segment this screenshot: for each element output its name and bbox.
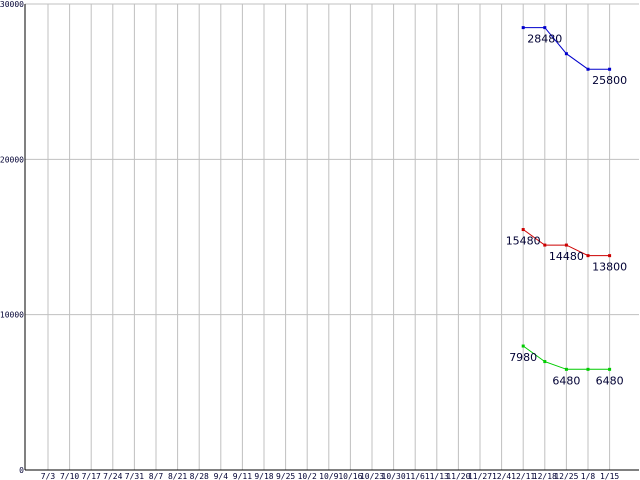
data-label: 14480	[549, 250, 584, 263]
axes	[24, 4, 639, 471]
x-tick-label: 12/25	[554, 472, 578, 480]
x-tick-label: 7/3	[41, 472, 56, 480]
x-tick-label: 7/17	[82, 472, 101, 480]
x-tick-label: 7/10	[60, 472, 79, 480]
y-axis-ticks: 0 10000 20000 30000	[0, 0, 24, 475]
x-tick-label: 10/16	[338, 472, 362, 480]
x-tick-label: 8/28	[190, 472, 209, 480]
series-group	[521, 26, 612, 371]
x-tick-label: 7/31	[125, 472, 144, 480]
data-label: 6480	[596, 374, 624, 387]
data-point	[586, 254, 590, 258]
y-tick-label: 10000	[0, 311, 24, 320]
x-tick-label: 11/20	[446, 472, 470, 480]
x-tick-label: 7/24	[103, 472, 122, 480]
x-tick-label: 10/30	[382, 472, 406, 480]
data-point	[608, 67, 612, 71]
data-label: 28480	[527, 33, 562, 46]
y-tick-label: 20000	[0, 155, 24, 164]
data-point	[543, 243, 547, 247]
x-tick-label: 8/7	[149, 472, 164, 480]
x-tick-label: 11/27	[468, 472, 492, 480]
x-tick-label: 9/4	[214, 472, 229, 480]
data-point	[586, 67, 590, 71]
y-tick-label: 30000	[0, 0, 24, 9]
data-point	[543, 26, 547, 30]
x-tick-label: 12/11	[511, 472, 535, 480]
data-point	[543, 360, 547, 364]
data-label: 25800	[592, 74, 627, 87]
x-tick-label: 9/25	[276, 472, 295, 480]
data-point	[521, 26, 525, 30]
x-tick-label: 12/4	[492, 472, 511, 480]
x-tick-label: 8/21	[168, 472, 187, 480]
x-tick-label: 10/9	[319, 472, 338, 480]
data-point	[521, 228, 525, 232]
grid-lines	[25, 3, 639, 470]
x-tick-label: 12/18	[533, 472, 557, 480]
data-label: 13800	[592, 261, 627, 274]
data-point	[608, 254, 612, 258]
data-labels: 28480 25800 15480 14480 13800 7980 6480 6480	[506, 33, 627, 388]
x-tick-label: 9/18	[254, 472, 273, 480]
x-tick-label: 1/15	[600, 472, 619, 480]
x-tick-label: 10/2	[298, 472, 317, 480]
data-point	[586, 367, 590, 371]
x-tick-label: 11/13	[425, 472, 449, 480]
x-tick-label: 10/23	[360, 472, 384, 480]
data-label: 6480	[552, 374, 580, 387]
data-point	[564, 367, 568, 371]
data-point	[608, 367, 612, 371]
data-label: 15480	[506, 235, 541, 248]
y-tick-label: 0	[19, 466, 24, 475]
data-label: 7980	[509, 351, 537, 364]
x-tick-label: 11/6	[406, 472, 425, 480]
data-point	[564, 52, 568, 56]
data-point	[521, 344, 525, 348]
x-tick-label: 1/8	[581, 472, 596, 480]
x-tick-label: 9/11	[233, 472, 252, 480]
x-axis-ticks: 7/3 7/10 7/17 7/24 7/31 8/7 8/21 8/28 9/4 9/11 9/1…	[41, 472, 620, 480]
data-point	[564, 243, 568, 247]
